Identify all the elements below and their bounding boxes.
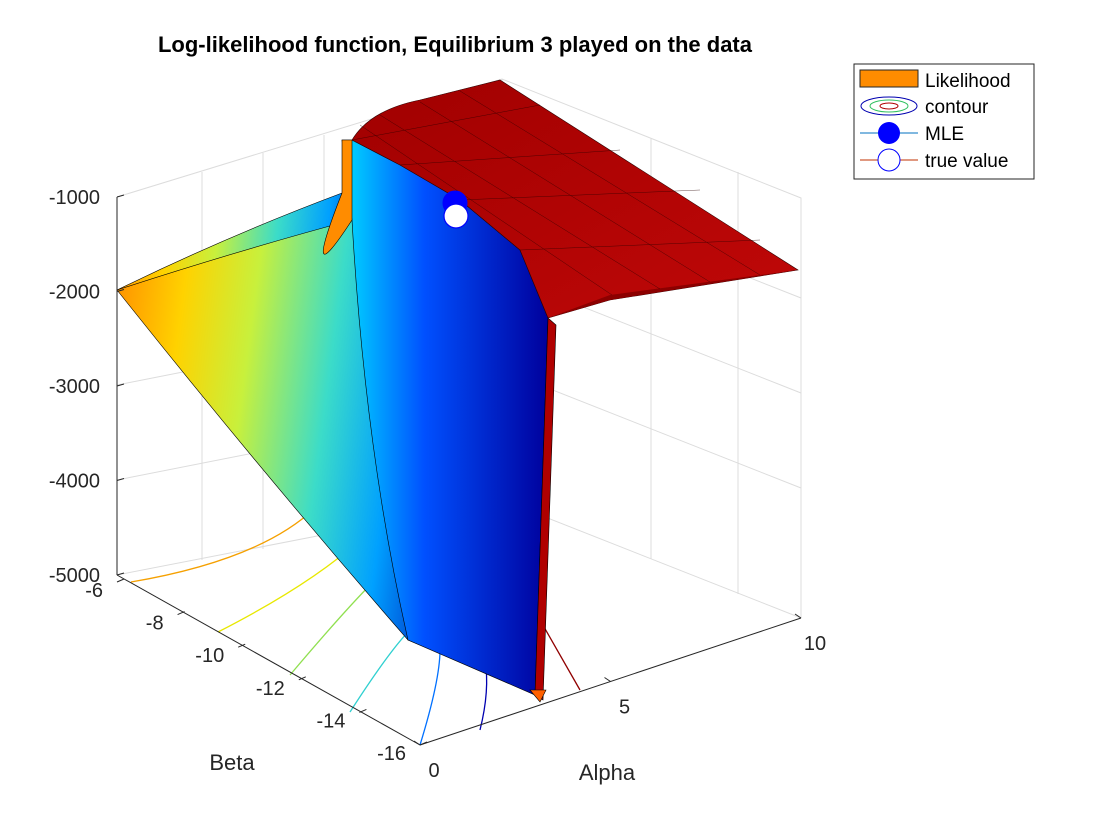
legend-label-true-value: true value bbox=[925, 151, 1008, 172]
z-tick-label: -2000 bbox=[49, 282, 100, 304]
alpha-tick-mark bbox=[413, 740, 421, 746]
legend-label-mle: MLE bbox=[925, 124, 964, 145]
z-tick-label: -4000 bbox=[49, 471, 100, 493]
z-tick-label: -3000 bbox=[49, 376, 100, 398]
z-tick-mark bbox=[116, 289, 125, 292]
beta-tick-label: -12 bbox=[256, 678, 285, 700]
legend-likelihood-swatch bbox=[859, 69, 919, 88]
beta-tick-mark bbox=[359, 708, 367, 713]
z-axis-ticks: -1000 -2000 -3000 -4000 -5000 bbox=[49, 187, 125, 587]
z-tick-label: -1000 bbox=[49, 187, 100, 209]
likelihood-surface bbox=[116, 79, 799, 703]
legend-label-contour: contour bbox=[925, 97, 989, 118]
beta-tick-label: -10 bbox=[195, 645, 224, 667]
beta-tick-mark bbox=[116, 578, 125, 583]
beta-tick-label: -14 bbox=[316, 710, 345, 732]
alpha-tick-mark bbox=[604, 677, 611, 682]
beta-tick-mark bbox=[177, 611, 185, 616]
legend-true-value-swatch bbox=[860, 148, 918, 172]
alpha-axis-label: Alpha bbox=[579, 760, 636, 785]
alpha-tick-mark bbox=[794, 613, 802, 619]
true-value-marker bbox=[443, 203, 469, 229]
beta-tick-mark bbox=[419, 741, 428, 746]
beta-tick-mark bbox=[238, 643, 246, 648]
beta-tick-label: -16 bbox=[377, 743, 406, 765]
z-tick-mark bbox=[116, 478, 125, 481]
alpha-tick-label: 5 bbox=[619, 697, 630, 719]
alpha-tick-label: 0 bbox=[428, 760, 439, 782]
beta-axis-ticks: -6 -8 -10 -12 -14 -16 bbox=[85, 578, 428, 765]
beta-tick-label: -8 bbox=[146, 613, 164, 635]
z-tick-label: -5000 bbox=[49, 565, 100, 587]
legend-contour-swatch bbox=[860, 96, 918, 116]
z-tick-mark bbox=[116, 383, 125, 387]
legend-label-likelihood: Likelihood bbox=[925, 71, 1011, 92]
z-tick-mark bbox=[116, 572, 125, 576]
alpha-tick-label: 10 bbox=[804, 633, 826, 655]
legend-mle-swatch bbox=[860, 122, 918, 144]
alpha-axis-ticks: 0 5 10 bbox=[413, 613, 826, 782]
z-tick-mark bbox=[116, 194, 125, 198]
chart-title: Log-likelihood function, Equilibrium 3 p… bbox=[158, 32, 753, 57]
legend: Likelihood contour MLE true value bbox=[853, 63, 1035, 180]
beta-axis-label: Beta bbox=[209, 750, 255, 775]
beta-tick-mark bbox=[298, 676, 306, 681]
beta-tick-label: -6 bbox=[85, 580, 103, 602]
